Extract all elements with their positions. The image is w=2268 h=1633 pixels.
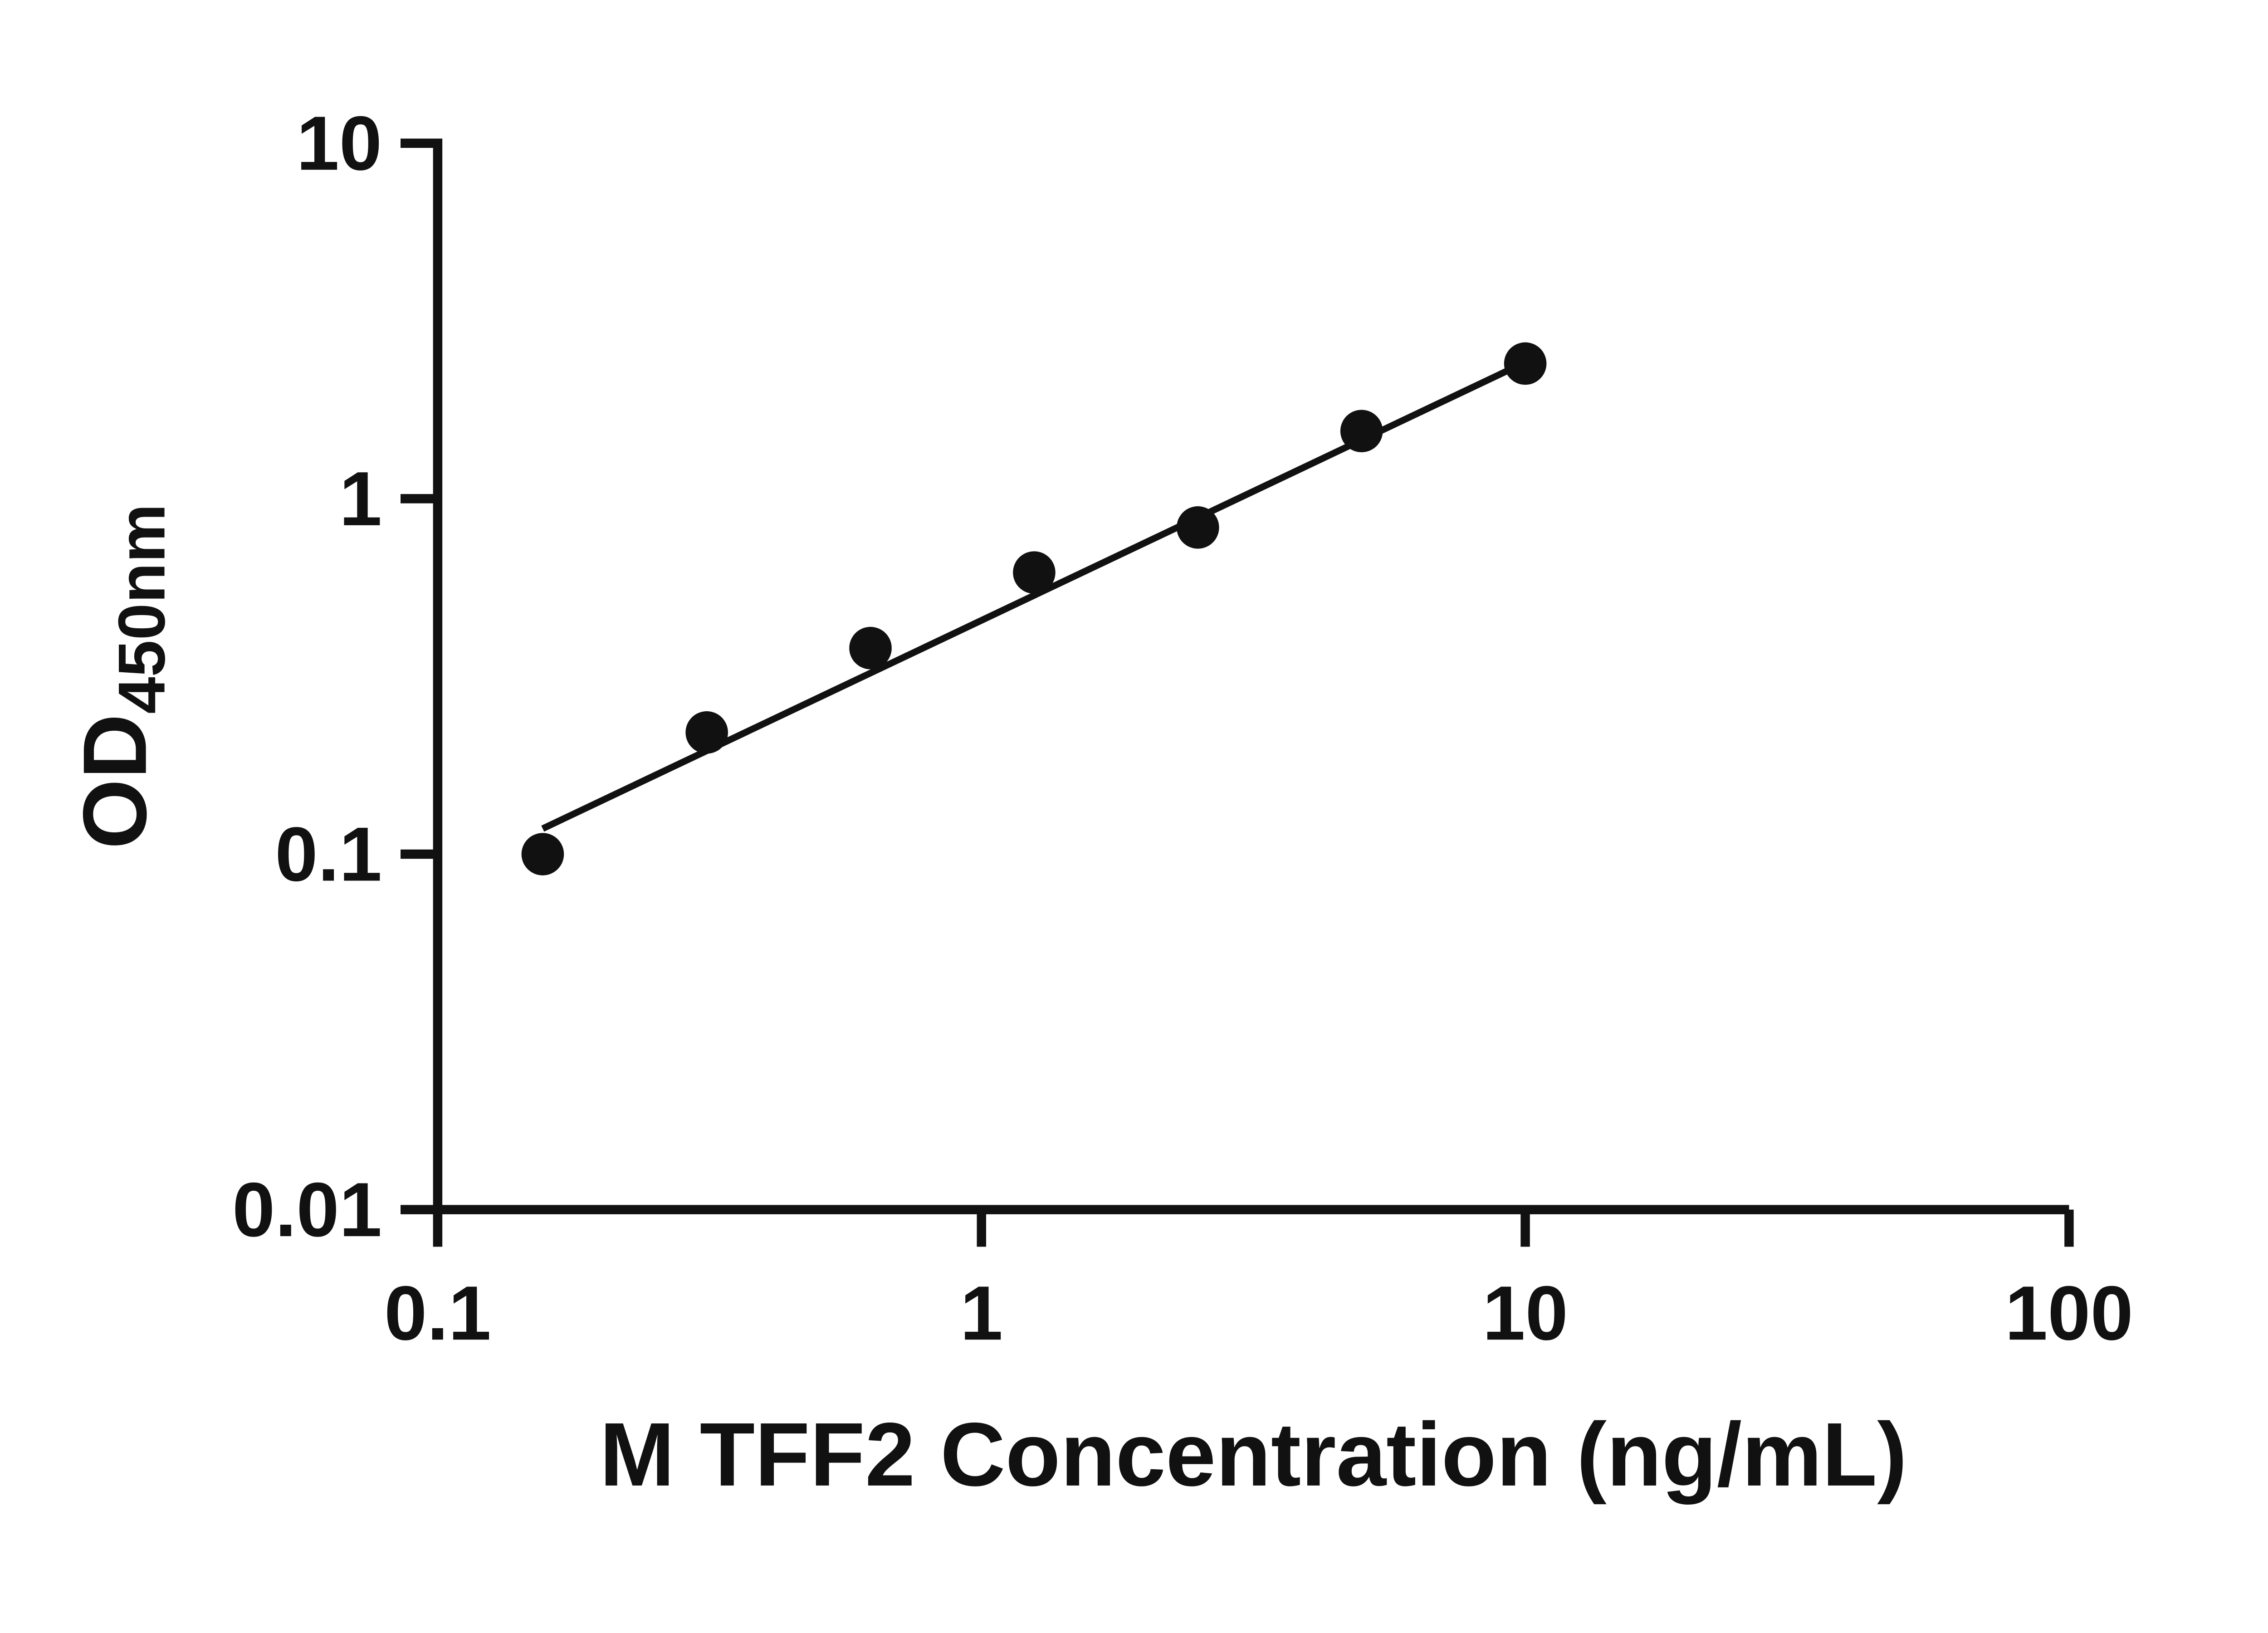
y-axis-title-subscript: 450nm <box>105 504 179 714</box>
y-tick-label: 0.01 <box>232 1166 382 1252</box>
y-tick-label: 1 <box>339 455 382 542</box>
y-tick-label: 10 <box>296 100 382 186</box>
data-point <box>1504 342 1547 385</box>
plot-layer <box>521 342 1547 875</box>
data-point <box>849 626 892 670</box>
x-tick-label: 1 <box>960 1270 1003 1356</box>
data-point <box>1340 410 1383 453</box>
chart-container: 0.01 0.1 1 10 0.1 1 10 100 M TFF2 Concentration… <box>64 100 2133 1505</box>
data-point <box>1177 506 1219 549</box>
x-tick-label: 0.1 <box>384 1270 491 1356</box>
data-point <box>1013 551 1056 594</box>
x-tick-label: 100 <box>2005 1270 2133 1356</box>
y-tick-label: 0.1 <box>275 811 382 897</box>
data-point <box>685 711 728 754</box>
x-tick-label: 10 <box>1482 1270 1568 1356</box>
y-axis-title-main: OD <box>65 714 166 849</box>
data-point <box>521 833 564 875</box>
x-axis-title: M TFF2 Concentration (ng/mL) <box>600 1404 1907 1505</box>
axis-spine <box>433 138 2069 1214</box>
y-axis-title: OD450nm <box>65 504 179 849</box>
